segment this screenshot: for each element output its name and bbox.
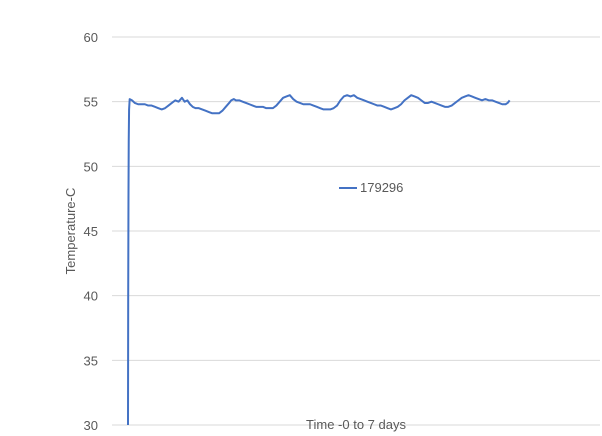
y-tick-label: 30 [84,418,98,433]
y-tick-label: 45 [84,224,98,239]
x-axis-title: Time -0 to 7 days [306,417,406,432]
y-tick-label: 55 [84,95,98,110]
y-tick-label: 35 [84,353,98,368]
y-tick-label: 50 [84,159,98,174]
legend: 179296 [339,180,403,195]
y-tick-label: 60 [84,30,98,45]
y-axis-ticks: 30 35 40 45 50 55 60 [84,30,98,433]
legend-label-179296: 179296 [360,180,403,195]
series-layer [127,94,511,426]
gridlines [112,36,600,426]
y-axis-title: Temperature-C [63,188,78,275]
y-tick-label: 40 [84,289,98,304]
series-line-179296 [127,94,511,426]
